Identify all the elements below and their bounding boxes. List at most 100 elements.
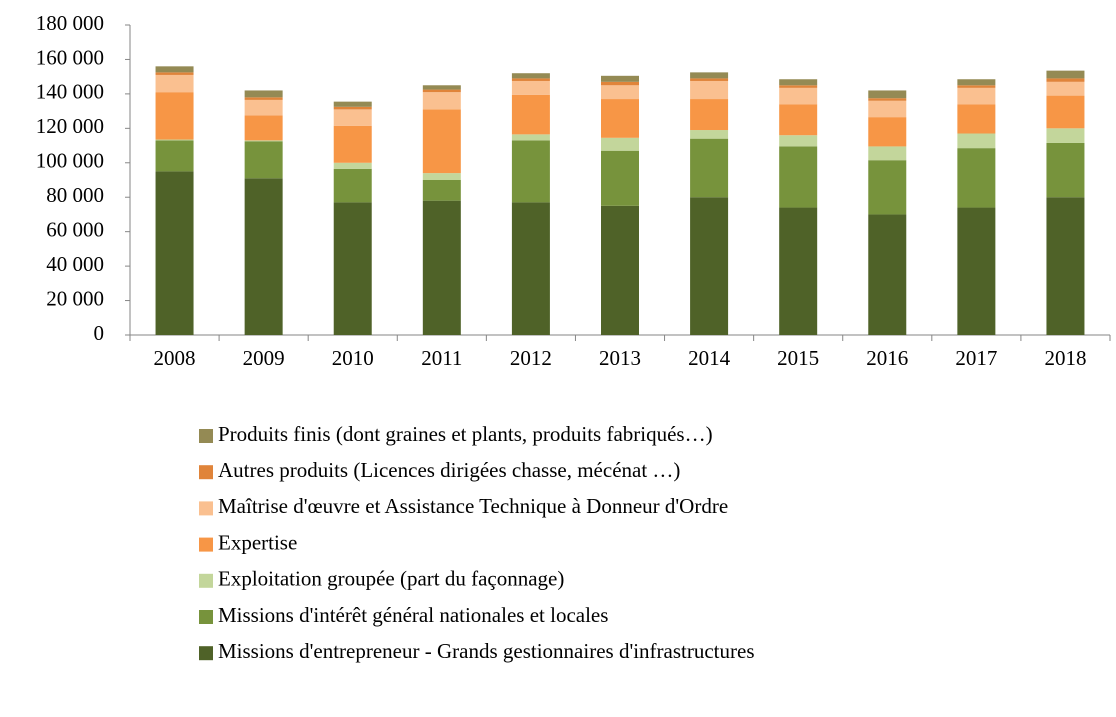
x-tick-label: 2010 — [332, 346, 374, 370]
bar-segment — [1046, 142, 1085, 198]
bar-segment — [957, 85, 996, 88]
bar-segment — [601, 137, 639, 151]
x-tick-label: 2014 — [688, 346, 731, 370]
bar-segment — [511, 134, 550, 141]
x-tick-label: 2017 — [955, 346, 997, 370]
bar-segment — [333, 101, 372, 107]
bar-segment — [244, 178, 283, 335]
legend-swatch — [199, 573, 213, 588]
legend-swatch — [199, 501, 213, 516]
bar-segment — [779, 85, 818, 88]
bar-segment — [1046, 70, 1085, 79]
bar-segment — [511, 78, 550, 81]
y-tick-label: 140 000 — [36, 80, 104, 104]
y-tick-label: 20 000 — [46, 286, 104, 310]
y-tick-label: 120 000 — [36, 114, 104, 138]
bar-segment — [155, 140, 194, 172]
bar-segment — [155, 171, 194, 335]
bar-segment — [244, 140, 283, 142]
bar-segment — [868, 100, 907, 118]
legend-label: Autres produits (Licences dirigées chass… — [218, 458, 680, 482]
bar-segment — [601, 150, 639, 206]
bar-segment — [1046, 81, 1085, 96]
bar-segment — [422, 109, 461, 174]
bar-segment — [601, 81, 639, 86]
bar-segment — [244, 99, 283, 116]
bar-segment — [1046, 95, 1085, 129]
bar-segment — [868, 214, 907, 335]
legend-label: Missions d'entrepreneur - Grands gestion… — [218, 639, 755, 663]
bar-segment — [957, 87, 996, 105]
bar-segment — [244, 97, 283, 100]
bar-segment — [333, 125, 372, 163]
bar-segment — [333, 162, 372, 169]
bar-segment — [690, 78, 729, 81]
bar-segment — [1046, 78, 1085, 82]
legend-swatch — [199, 429, 213, 443]
legend-label: Missions d'intérêt général nationales et… — [218, 603, 608, 627]
legend-swatch — [199, 610, 213, 624]
legend-label: Maîtrise d'œuvre et Assistance Technique… — [218, 494, 728, 518]
x-tick-label: 2013 — [599, 346, 641, 370]
legend-swatch — [199, 537, 213, 552]
bar-segment — [155, 66, 194, 73]
bar-segment — [422, 92, 461, 110]
legend-swatch — [199, 465, 213, 480]
x-tick-label: 2015 — [777, 346, 819, 370]
bar-segment — [957, 79, 996, 86]
bar-segment — [333, 202, 372, 335]
bar-segment — [511, 94, 550, 135]
bar-segment — [155, 72, 194, 75]
bar-segment — [601, 205, 639, 335]
y-tick-label: 80 000 — [46, 183, 104, 207]
bar-segment — [1046, 197, 1085, 335]
bar-segment — [957, 207, 996, 335]
bar-segment — [957, 133, 996, 149]
bar-segment — [511, 80, 550, 95]
bar-segment — [1046, 128, 1085, 143]
bar-segment — [868, 98, 907, 101]
bar-segment — [690, 138, 729, 198]
y-tick-label: 100 000 — [36, 149, 104, 173]
bar-segment — [601, 85, 639, 100]
bar-segment — [690, 72, 729, 79]
bar-segment — [957, 104, 996, 134]
bar-segment — [244, 141, 283, 179]
legend-label: Exploitation groupée (part du façonnage) — [218, 567, 564, 591]
bar-segment — [333, 168, 372, 203]
bar-segment — [511, 73, 550, 79]
bar-segment — [155, 74, 194, 93]
x-tick-label: 2012 — [510, 346, 552, 370]
legend-label: Produits finis (dont graines et plants, … — [218, 422, 713, 446]
bar-segment — [244, 115, 283, 141]
bar-segment — [779, 79, 818, 86]
x-tick-label: 2018 — [1044, 346, 1086, 370]
bar-segment — [690, 80, 729, 100]
bar-segment — [868, 90, 907, 99]
x-tick-label: 2011 — [421, 346, 462, 370]
bar-segment — [690, 99, 729, 131]
bar-segment — [422, 180, 461, 201]
bar-segment — [422, 200, 461, 335]
bar-segment — [601, 75, 639, 82]
bar-segment — [601, 99, 639, 138]
bar-segment — [422, 85, 461, 90]
bar-segment — [868, 117, 907, 147]
bar-segment — [868, 146, 907, 161]
x-tick-label: 2008 — [154, 346, 196, 370]
bar-segment — [511, 140, 550, 203]
bar-segment — [244, 90, 283, 98]
bar-segment — [868, 160, 907, 215]
bar-segment — [511, 202, 550, 335]
bar-segment — [957, 148, 996, 208]
bar-segment — [690, 197, 729, 335]
y-tick-label: 0 — [94, 321, 105, 345]
bar-segment — [155, 92, 194, 140]
bar-segment — [422, 89, 461, 93]
legend-swatch — [199, 646, 213, 661]
bar-segment — [779, 135, 818, 147]
y-tick-label: 60 000 — [46, 217, 104, 241]
bar-segment — [779, 146, 818, 208]
bar-segment — [333, 109, 372, 126]
